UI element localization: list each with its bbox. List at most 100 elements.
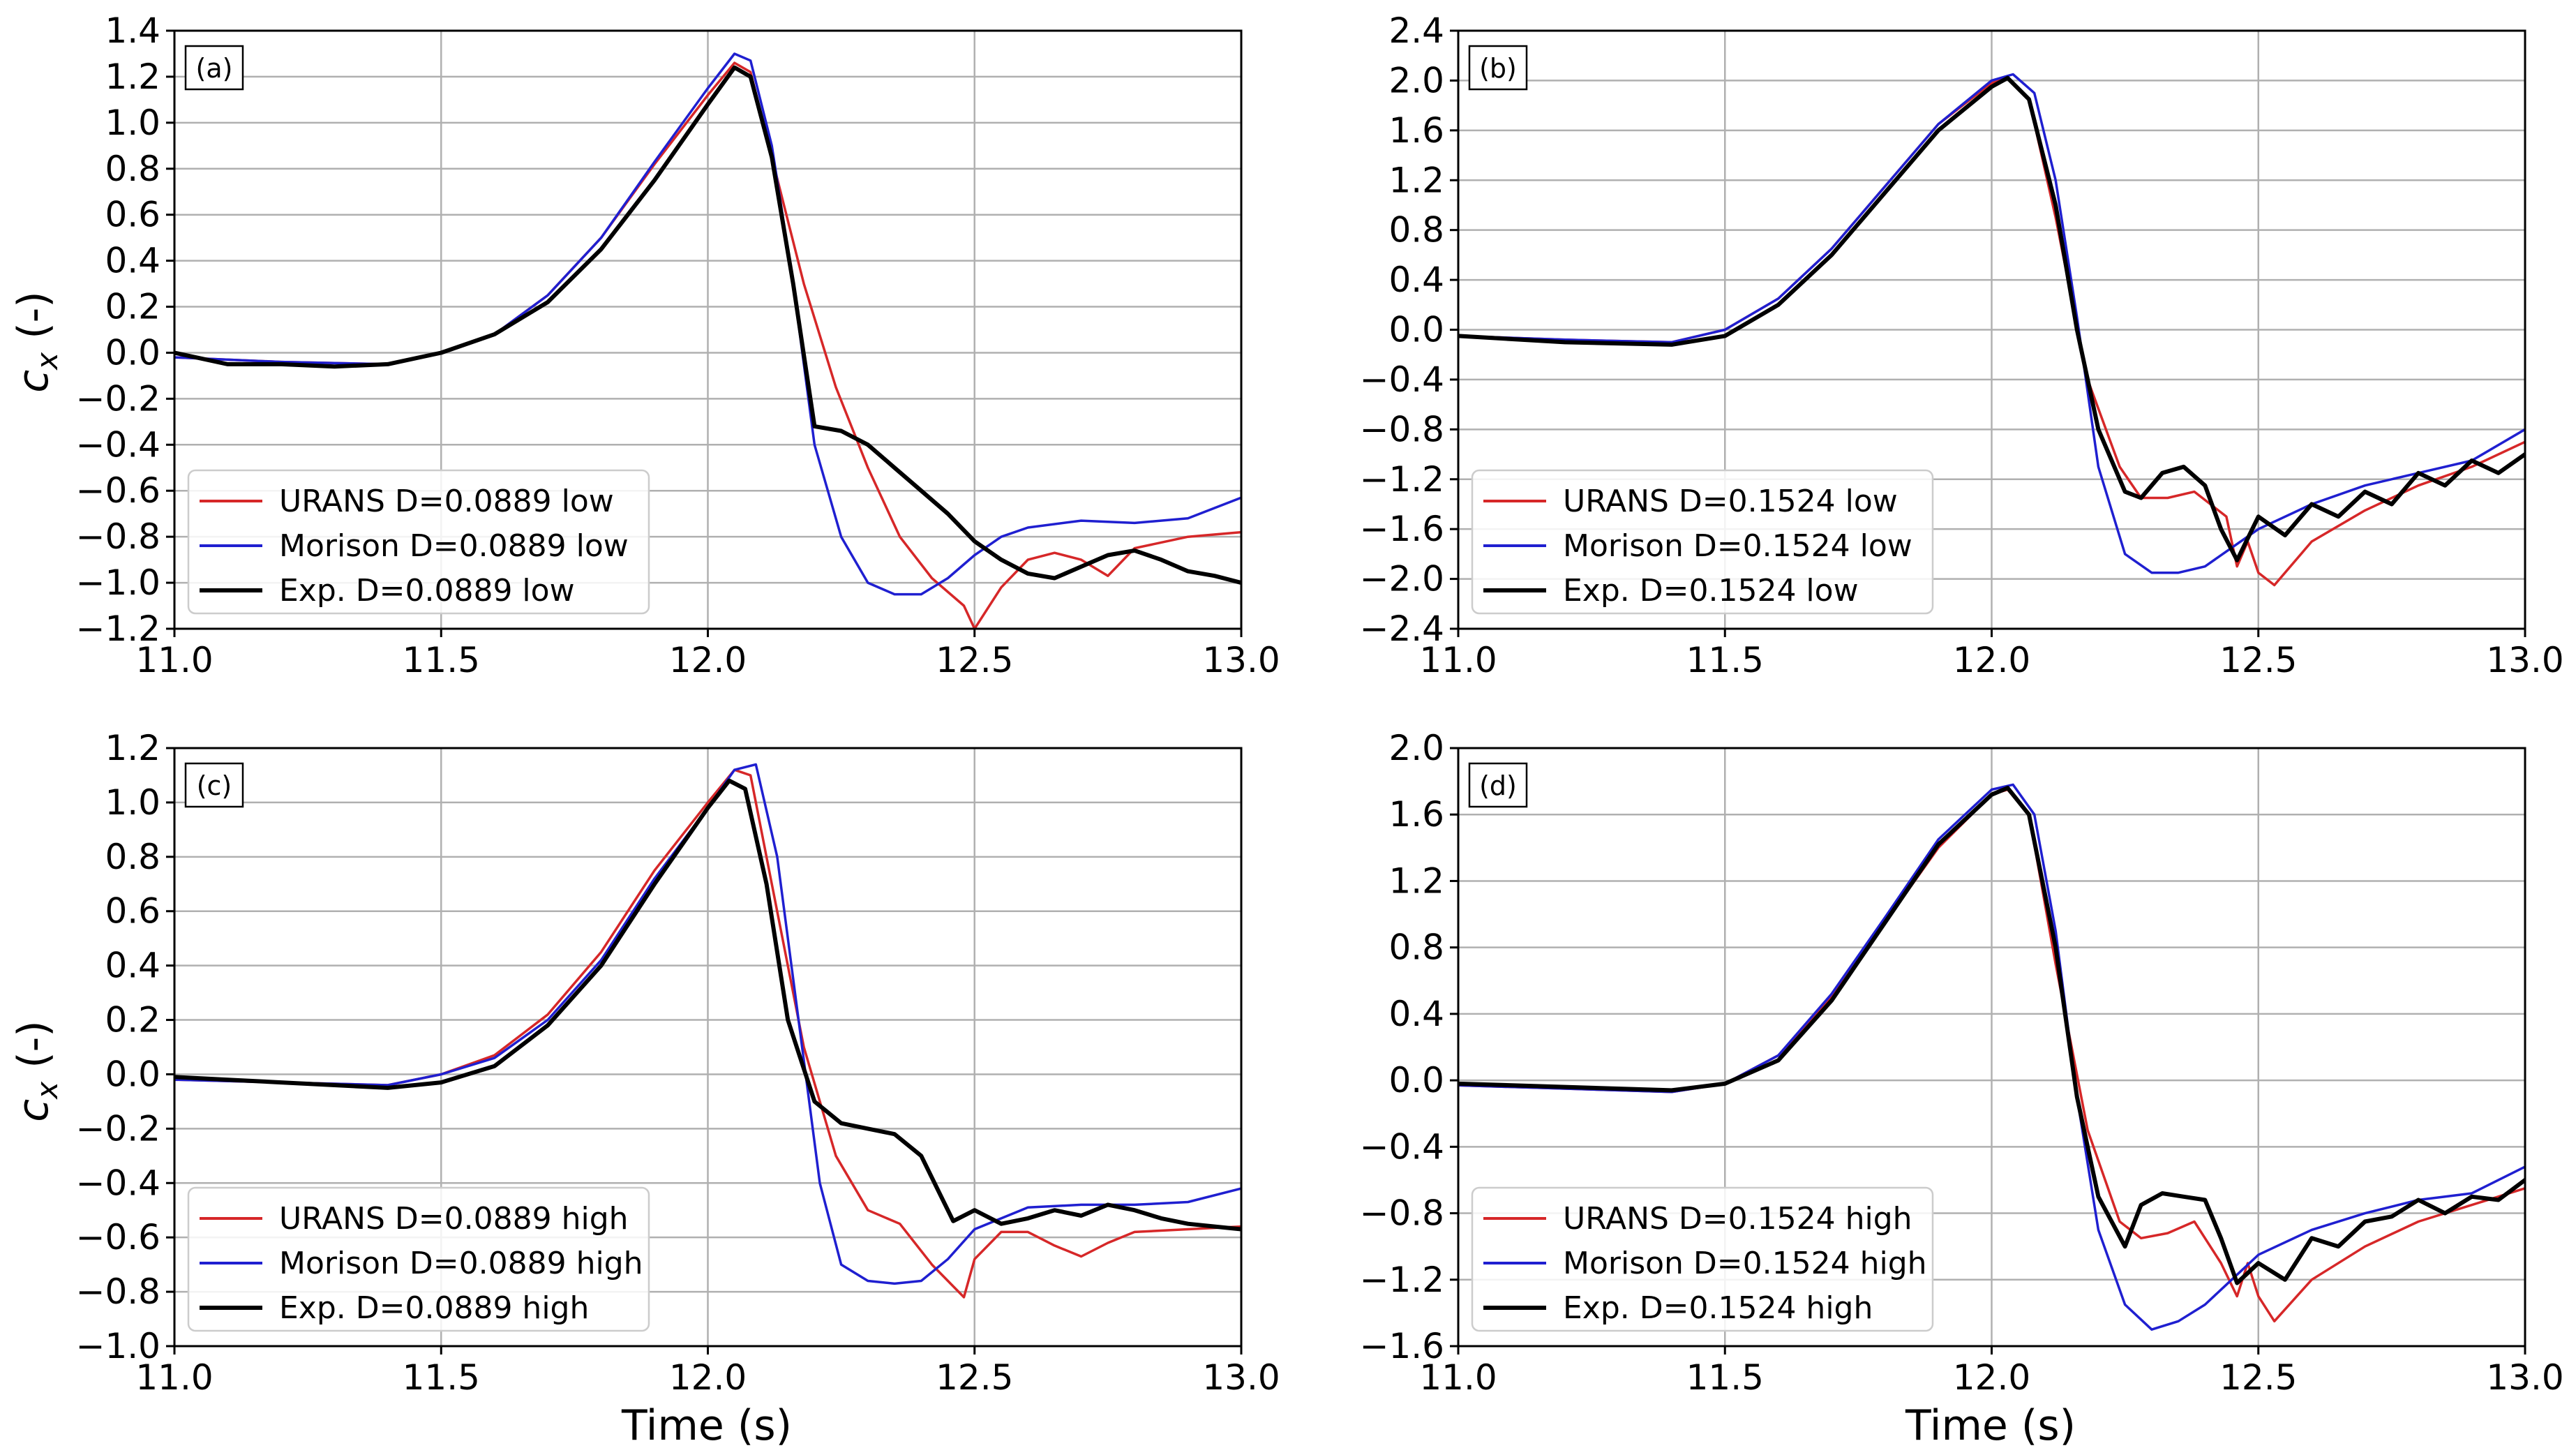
- legend-entry-urans: URANS D=0.1524 low: [1563, 484, 1898, 519]
- y-tick-label: −0.8: [1360, 409, 1444, 449]
- y-tick-label: 2.0: [1388, 728, 1444, 768]
- plot-frame: [173, 29, 1243, 630]
- y-tick-label: −0.4: [1360, 1126, 1444, 1167]
- y-tick-label: 1.0: [105, 103, 160, 143]
- y-tick-label: −1.2: [1360, 459, 1444, 500]
- legend-entry-morison: Morison D=0.0889 high: [279, 1246, 643, 1281]
- legend-entry-morison: Morison D=0.1524 high: [1563, 1246, 1927, 1281]
- x-tick-label: 11.5: [1686, 640, 1764, 680]
- y-tick-label: 0.8: [1388, 927, 1444, 968]
- y-tick-label: 2.4: [1388, 10, 1444, 51]
- x-tick-label: 12.5: [2219, 1357, 2297, 1398]
- plot-frame: [173, 747, 1243, 1348]
- y-tick-label: −0.2: [76, 378, 160, 419]
- y-tick-label: 0.0: [105, 332, 160, 373]
- panel-tag-label: (c): [197, 770, 232, 801]
- y-tick-label: 1.0: [105, 782, 160, 823]
- y-tick-label: −2.4: [1360, 609, 1444, 649]
- x-tick-label: 11.0: [135, 640, 213, 680]
- legend-entry-urans: URANS D=0.0889 high: [279, 1201, 629, 1237]
- series-group: [174, 763, 1241, 1299]
- y-tick-label: −1.2: [1360, 1260, 1444, 1300]
- series-line-exp: [1458, 75, 2525, 562]
- y-tick-label: −0.6: [76, 470, 160, 511]
- legend-entry-morison: Morison D=0.0889 low: [279, 528, 629, 564]
- y-tick-label: 0.4: [1388, 994, 1444, 1034]
- y-tick-label: −2.0: [1360, 559, 1444, 599]
- panel-tag-label: (a): [196, 53, 233, 84]
- y-tick-label: −0.8: [76, 1271, 160, 1312]
- x-tick-label: 12.5: [2219, 640, 2297, 680]
- x-tick-label: 12.0: [669, 640, 747, 680]
- legend-entry-exp: Exp. D=0.1524 low: [1563, 573, 1859, 609]
- panel-a: 1.4 1.2 1.0 0.8 0.6 0.4 0.2 0.0 −0.2 −0.4 −0.6 −0.8…: [76, 10, 1280, 680]
- series-line-exp: [174, 65, 1241, 585]
- panel-tag-box: [184, 762, 244, 808]
- legend-box: [187, 469, 650, 615]
- y-tick-label: −1.0: [76, 1326, 160, 1366]
- series-group: [1458, 783, 2525, 1331]
- legend-entry-exp: Exp. D=0.0889 low: [279, 573, 575, 609]
- x-tick-label: 12.5: [936, 640, 1013, 680]
- x-tick-label: 12.0: [669, 1357, 747, 1398]
- panel-tag-label: (d): [1479, 770, 1517, 801]
- y-tick-label: 0.8: [105, 837, 160, 877]
- y-tick-label: −0.4: [76, 424, 160, 465]
- y-tick-label: 0.6: [105, 195, 160, 235]
- series-line-exp: [1458, 786, 2525, 1285]
- legend-entry-urans: URANS D=0.0889 low: [279, 484, 614, 519]
- series-line-urans: [174, 768, 1241, 1299]
- y-tick-label: 0.6: [105, 891, 160, 932]
- legend-entry-exp: Exp. D=0.1524 high: [1563, 1290, 1873, 1326]
- y-tick-label: 0.0: [1388, 1060, 1444, 1100]
- x-tick-label: 11.0: [135, 1357, 213, 1398]
- y-tick-label: 1.4: [105, 10, 160, 51]
- legend-entry-morison: Morison D=0.1524 low: [1563, 528, 1912, 564]
- panel-tag-box: [184, 45, 244, 91]
- legend-box: [1471, 469, 1934, 615]
- y-tick-label: 0.4: [1388, 260, 1444, 300]
- panel-tag-label: (b): [1479, 53, 1517, 84]
- series-line-morison: [174, 763, 1241, 1285]
- y-tick-label: 2.0: [1388, 60, 1444, 100]
- y-tick-label: 1.6: [1388, 110, 1444, 151]
- y-tick-label: −1.0: [76, 562, 160, 603]
- x-tick-label: 11.0: [1419, 640, 1497, 680]
- x-tick-label: 11.5: [403, 640, 480, 680]
- series-group: [174, 52, 1241, 629]
- y-tick-label: 1.6: [1388, 794, 1444, 835]
- legend-box: [1471, 1186, 1934, 1332]
- x-tick-label: 13.0: [1202, 1357, 1280, 1398]
- panel-tag-box: [1468, 762, 1528, 808]
- y-tick-label: 0.4: [105, 946, 160, 986]
- panel-b: 2.4 2.0 1.6 1.2 0.8 0.4 0.0 −0.4 −0.8 −1.2 −1.6 −2.…: [1360, 10, 2564, 680]
- legend-entry-urans: URANS D=0.1524 high: [1563, 1201, 1912, 1237]
- legend-box: [187, 1186, 650, 1332]
- y-tick-label: 1.2: [1388, 160, 1444, 200]
- plot-frame: [1457, 747, 2526, 1348]
- y-tick-label: 0.2: [105, 287, 160, 327]
- y-tick-label: 0.8: [105, 149, 160, 189]
- x-tick-label: 12.0: [1953, 640, 2030, 680]
- y-tick-label: −1.2: [76, 609, 160, 649]
- y-tick-label: −0.4: [1360, 359, 1444, 400]
- x-axis-title-right: Time (s): [1905, 1401, 2076, 1450]
- y-tick-label: 1.2: [1388, 860, 1444, 901]
- y-tick-label: 0.0: [1388, 310, 1444, 350]
- y-tick-label: 0.0: [105, 1054, 160, 1094]
- x-tick-label: 11.5: [403, 1357, 480, 1398]
- y-tick-label: −0.4: [76, 1163, 160, 1203]
- y-tick-label: 1.2: [105, 728, 160, 768]
- plot-frame: [1457, 29, 2526, 630]
- y-tick-label: 0.8: [1388, 210, 1444, 251]
- y-tick-label: 1.2: [105, 57, 160, 97]
- legend-entry-exp: Exp. D=0.0889 high: [279, 1290, 589, 1326]
- y-tick-label: −0.8: [76, 516, 160, 557]
- x-tick-label: 13.0: [2486, 1357, 2563, 1398]
- x-tick-label: 13.0: [2486, 640, 2563, 680]
- x-tick-label: 12.0: [1953, 1357, 2030, 1398]
- panel-d: 2.0 1.6 1.2 0.8 0.4 0.0 −0.4 −0.8 −1.2 −1.611.0 11…: [1360, 728, 2564, 1398]
- y-tick-label: −0.2: [76, 1108, 160, 1149]
- x-tick-label: 12.5: [936, 1357, 1013, 1398]
- panel-c: 1.2 1.0 0.8 0.6 0.4 0.2 0.0 −0.2 −0.4 −0.6 −0.8 −1.…: [76, 728, 1280, 1398]
